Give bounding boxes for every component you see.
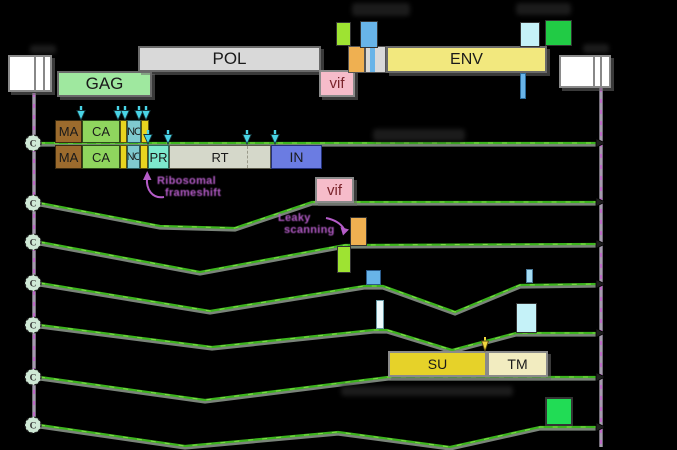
tat-exon1-gene-box bbox=[360, 21, 378, 48]
vif-gene-box: vif bbox=[319, 70, 355, 97]
tat-exon2-orf-box bbox=[526, 269, 533, 283]
ltr-segment-divider bbox=[593, 57, 595, 86]
pr-protease-domain: PR bbox=[148, 145, 169, 169]
illegible-text-smudge bbox=[30, 45, 56, 54]
vpr-orf-box bbox=[337, 246, 351, 273]
vpu-gene-box bbox=[348, 46, 365, 73]
svg-text:C: C bbox=[30, 374, 37, 384]
su-label: SU bbox=[427, 356, 448, 372]
vpu-orf-box bbox=[350, 217, 367, 246]
vif-gene-label: vif bbox=[329, 75, 345, 92]
rt-label: RT bbox=[211, 149, 229, 165]
gag-ma-domain: MA bbox=[55, 120, 82, 143]
ma-label: MA bbox=[58, 149, 79, 165]
rev-exon1-stripe bbox=[370, 47, 375, 72]
gagpol-ma-domain: MA bbox=[55, 145, 82, 169]
nef-gene-box bbox=[545, 20, 572, 46]
gag-gene-box: GAG bbox=[57, 71, 152, 97]
five-prime-cap-icon: C bbox=[24, 134, 42, 152]
pol-gene-label: POL bbox=[212, 49, 247, 68]
vif-orf-label: vif bbox=[327, 181, 342, 199]
tm-label: TM bbox=[507, 356, 528, 372]
in-integrase-domain: IN bbox=[271, 145, 322, 169]
nef-orf-box bbox=[545, 397, 573, 426]
illegible-text-smudge bbox=[583, 44, 609, 53]
five-prime-cap-icon: C bbox=[24, 233, 42, 251]
illegible-text-smudge bbox=[516, 3, 571, 15]
svg-text:C: C bbox=[30, 140, 37, 150]
svg-text:C: C bbox=[30, 422, 37, 432]
svg-text:C: C bbox=[30, 200, 37, 210]
gagpol-ca-domain: CA bbox=[82, 145, 120, 169]
illegible-text-smudge bbox=[341, 386, 513, 396]
scanning-pointer-arrow bbox=[325, 217, 349, 236]
rev-exon1-gene-box bbox=[365, 46, 386, 73]
gag-spacer1 bbox=[120, 120, 127, 143]
five-prime-cap-icon: C bbox=[24, 274, 42, 292]
frameshift-pointer-arrow bbox=[143, 171, 165, 199]
rt-domain: RT bbox=[169, 145, 271, 169]
tat-exon2-gene-box bbox=[520, 22, 540, 47]
annotation-line: Leaky bbox=[278, 212, 311, 224]
fusion-peptide-arrow-icon bbox=[480, 337, 490, 353]
leaky-scanning-annotation: Leaky scanning bbox=[278, 212, 335, 236]
pr-label: PR bbox=[149, 149, 168, 165]
nc-label: NC bbox=[127, 125, 141, 138]
svg-text:C: C bbox=[30, 239, 37, 249]
ltr-segment-divider bbox=[34, 57, 36, 90]
gagpol-spacer1 bbox=[120, 145, 127, 169]
five-prime-cap-icon: C bbox=[24, 316, 42, 334]
annotation-line: Ribosomal bbox=[157, 175, 216, 187]
gag-nc-domain: NC bbox=[127, 120, 141, 143]
pol-gene-box: POL bbox=[138, 46, 321, 72]
gagpol-spacer2 bbox=[140, 145, 148, 169]
five-prime-cap-icon: C bbox=[24, 416, 42, 434]
nc-label: NC bbox=[127, 151, 140, 163]
five-prime-cap-icon: C bbox=[24, 368, 42, 386]
rev-exon2-orf-box bbox=[516, 303, 537, 333]
rev-exon2-stripe-box bbox=[520, 73, 526, 99]
annotation-line: frameshift bbox=[165, 187, 222, 199]
ma-label: MA bbox=[58, 124, 79, 139]
ca-label: CA bbox=[91, 124, 111, 139]
svg-text:C: C bbox=[30, 322, 37, 332]
annotation-line: scanning bbox=[284, 224, 335, 236]
rev-exon1-orf-box bbox=[376, 300, 384, 329]
vif-orf-box: vif bbox=[315, 177, 354, 203]
vpr-gene-box bbox=[336, 22, 351, 46]
ltr-segment-divider bbox=[43, 57, 45, 90]
ltr-5-box bbox=[8, 55, 52, 92]
illegible-text-smudge bbox=[352, 3, 410, 16]
env-gene-box: ENV bbox=[386, 46, 547, 73]
tm-domain-box: TM bbox=[487, 351, 548, 377]
su-domain-box: SU bbox=[388, 351, 487, 377]
env-gene-label: ENV bbox=[450, 50, 483, 68]
illegible-text-smudge bbox=[373, 129, 465, 141]
ltr-segment-divider bbox=[600, 57, 602, 86]
ribosomal-frameshift-annotation: Ribosomal frameshift bbox=[157, 175, 221, 199]
in-label: IN bbox=[289, 149, 304, 165]
five-prime-cap-icon: C bbox=[24, 194, 42, 212]
gag-gene-label: GAG bbox=[85, 74, 124, 93]
gagpol-nc-domain: NC bbox=[127, 145, 140, 169]
gag-ca-domain: CA bbox=[82, 120, 120, 143]
ltr-3-box bbox=[559, 55, 611, 88]
rnaseh-dashed-divider bbox=[247, 146, 248, 168]
ca-label: CA bbox=[91, 149, 111, 165]
svg-text:C: C bbox=[30, 280, 37, 290]
tat-exon1-orf-box bbox=[366, 270, 381, 285]
